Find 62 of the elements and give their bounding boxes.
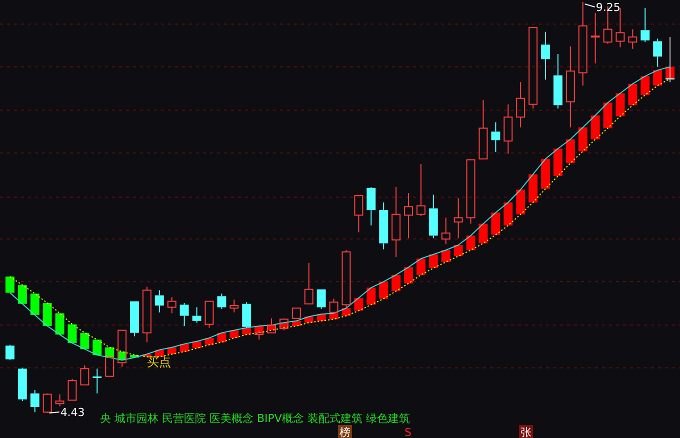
- candlestick: [628, 28, 638, 50]
- bar: [640, 76, 650, 95]
- text: 张: [520, 426, 532, 438]
- bar: [616, 93, 625, 116]
- bar: [416, 258, 426, 275]
- bar: [578, 127, 588, 152]
- candlestick: [230, 299, 239, 313]
- bar: [478, 224, 488, 244]
- bar: [528, 174, 538, 202]
- bar: [541, 158, 550, 189]
- annotation: 9.25: [596, 1, 620, 14]
- bar: [566, 139, 575, 164]
- candlestick: [366, 186, 376, 226]
- bar: [18, 285, 27, 304]
- candlestick: [553, 54, 562, 110]
- bar: [603, 102, 612, 128]
- annotation: 央 城市园林 民营医院 医美概念 BIPV概念 装配式建筑 绿色建筑: [100, 412, 410, 425]
- bar: [404, 267, 413, 284]
- candlestick: [454, 198, 463, 239]
- bar: [516, 190, 526, 214]
- bar: [392, 274, 401, 292]
- bar: [441, 250, 450, 262]
- bar: [553, 148, 562, 176]
- bar: [5, 276, 14, 293]
- candlestick: [590, 12, 600, 64]
- candlestick: [392, 186, 401, 258]
- candlestick: [404, 192, 413, 239]
- bar: [366, 288, 376, 305]
- candlestick: [428, 194, 438, 239]
- candlestick: [154, 290, 164, 313]
- bar: [653, 70, 662, 86]
- candlestick: [30, 389, 40, 413]
- bar: [466, 236, 476, 250]
- annotation: 4.43: [60, 406, 85, 419]
- annotation: 买点: [147, 355, 171, 369]
- bar: [68, 324, 77, 344]
- text: 榜: [340, 426, 350, 438]
- bar: [628, 84, 638, 106]
- bar: [92, 340, 102, 356]
- candlestick: [441, 217, 450, 245]
- bar: [491, 212, 500, 235]
- bar: [230, 330, 239, 338]
- candlestick: [566, 46, 575, 128]
- bar: [30, 294, 40, 315]
- bar: [42, 303, 52, 326]
- text: S: [404, 426, 412, 438]
- candlestick: [491, 122, 500, 153]
- candlestick: [653, 38, 662, 68]
- bar: [428, 254, 438, 268]
- candlestick: [379, 202, 388, 250]
- candlestick: [92, 368, 102, 394]
- bar: [504, 202, 513, 226]
- bar: [80, 332, 90, 350]
- candlestick: [578, 2, 588, 86]
- candlestick: [541, 31, 550, 80]
- bar: [454, 245, 463, 256]
- bar: [55, 313, 64, 335]
- candlestick: [504, 104, 513, 154]
- bar: [590, 115, 600, 140]
- bar: [354, 298, 364, 311]
- candlestick: [516, 82, 526, 128]
- bar: [379, 282, 388, 299]
